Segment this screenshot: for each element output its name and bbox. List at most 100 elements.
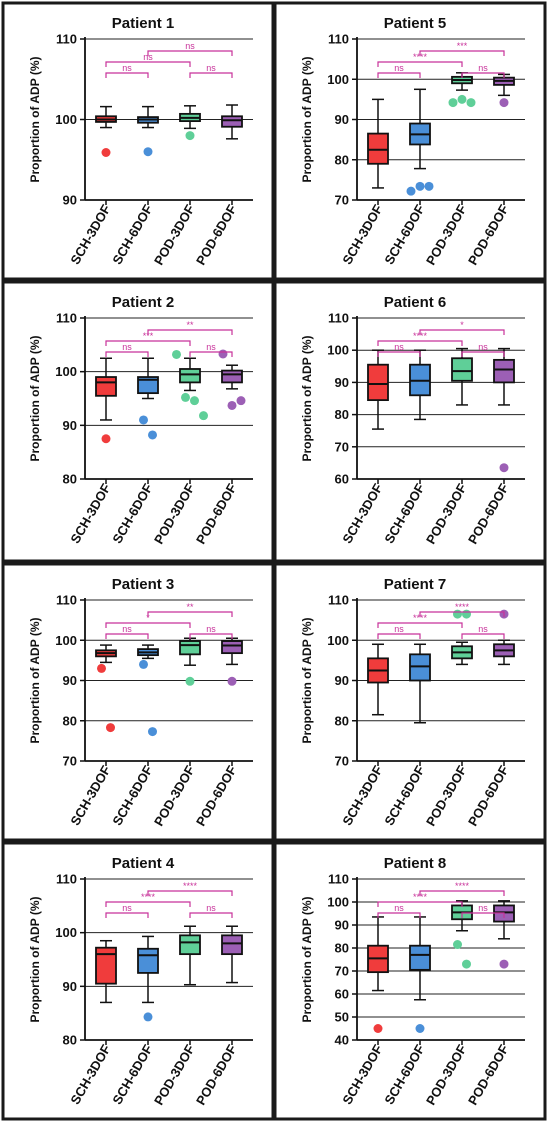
bracket-line bbox=[377, 340, 463, 346]
box-body bbox=[221, 934, 243, 956]
box-body bbox=[179, 640, 201, 656]
box-sch-6dof bbox=[409, 349, 431, 421]
bracket-line bbox=[377, 61, 463, 67]
box-body bbox=[95, 376, 117, 397]
bracket-line bbox=[147, 50, 233, 56]
significance-bracket: *** bbox=[419, 41, 505, 56]
significance-label: ns bbox=[394, 903, 404, 913]
box-sch-6dof bbox=[137, 105, 159, 157]
significance-label: *** bbox=[143, 331, 154, 341]
y-tick-label: 100 bbox=[55, 364, 77, 379]
panel: Patient 3 Proportion of ADP (%) 70 80 90 100 1… bbox=[1, 562, 275, 842]
significance-bracket: ns bbox=[105, 624, 149, 639]
significance-bracket: ns bbox=[105, 52, 191, 67]
bracket-line bbox=[147, 611, 233, 617]
y-tick-label: 110 bbox=[328, 872, 349, 887]
box-sch-6dof bbox=[409, 643, 431, 724]
significance-bracket: ns bbox=[189, 342, 233, 357]
box-sch-3dof bbox=[367, 98, 389, 189]
outlier-point bbox=[139, 415, 148, 425]
box-sch-3dof bbox=[95, 105, 117, 158]
significance-bracket: ns bbox=[377, 342, 421, 357]
significance-label: ns bbox=[206, 903, 216, 913]
significance-bracket: ** bbox=[147, 320, 233, 335]
panel-border bbox=[273, 562, 547, 842]
box-body bbox=[95, 946, 117, 985]
significance-bracket: ns bbox=[461, 903, 505, 918]
y-tick-label: 60 bbox=[335, 472, 349, 487]
y-tick-label: 40 bbox=[335, 1033, 349, 1048]
bracket-line bbox=[189, 72, 233, 78]
y-axis-label: Proportion of ADP (%) bbox=[300, 618, 314, 744]
bracket-line bbox=[105, 61, 191, 67]
significance-bracket: **** bbox=[377, 52, 463, 67]
outlier-point bbox=[101, 434, 111, 444]
significance-label: ns bbox=[478, 342, 488, 352]
significance-label: **** bbox=[455, 602, 470, 612]
significance-bracket: **** bbox=[377, 613, 463, 628]
box-sch-6dof bbox=[137, 935, 159, 1022]
box-sch-6dof bbox=[137, 357, 159, 440]
significance-label: ns bbox=[478, 903, 488, 913]
significance-label: ns bbox=[206, 624, 216, 634]
y-tick-label: 110 bbox=[56, 32, 77, 47]
box-body bbox=[179, 368, 201, 384]
box-sch-3dof bbox=[367, 349, 389, 430]
significance-label: ns bbox=[185, 41, 195, 51]
y-tick-label: 100 bbox=[55, 925, 77, 940]
y-tick-label: 100 bbox=[327, 895, 349, 910]
y-tick-label: 80 bbox=[63, 713, 77, 728]
bracket-line bbox=[377, 633, 421, 639]
outlier-point bbox=[499, 463, 509, 473]
y-tick-label: 80 bbox=[335, 713, 349, 728]
outlier-point bbox=[143, 1012, 153, 1022]
panel: Patient 2 Proportion of ADP (%) 80 90 100 110… bbox=[1, 280, 275, 563]
significance-label: * bbox=[460, 320, 464, 330]
significance-bracket: ns bbox=[105, 903, 149, 918]
significance-bracket: ** bbox=[147, 602, 233, 617]
box-sch-3dof bbox=[95, 357, 117, 444]
chart-title: Patient 4 bbox=[112, 855, 175, 872]
bracket-line bbox=[105, 912, 149, 918]
y-tick-label: 110 bbox=[56, 593, 77, 608]
bracket-line bbox=[419, 329, 505, 335]
bracket-line bbox=[419, 611, 505, 617]
panel-border bbox=[1, 280, 275, 563]
outlier-point bbox=[448, 98, 458, 108]
significance-bracket: ns bbox=[377, 624, 421, 639]
y-axis-label: Proportion of ADP (%) bbox=[28, 618, 42, 744]
outlier-point bbox=[457, 94, 467, 104]
outlier-point bbox=[227, 400, 237, 410]
outlier-point bbox=[172, 349, 181, 359]
y-tick-label: 110 bbox=[328, 593, 349, 608]
outlier-point bbox=[415, 1024, 425, 1033]
bracket-line bbox=[377, 622, 463, 628]
bracket-line bbox=[189, 351, 233, 357]
bracket-line bbox=[105, 351, 149, 357]
y-tick-label: 100 bbox=[327, 343, 349, 358]
box-pod-3dof bbox=[179, 925, 201, 986]
bracket-line bbox=[105, 622, 191, 628]
box-pod-3dof bbox=[172, 349, 208, 421]
y-tick-label: 90 bbox=[335, 673, 349, 688]
panel: Patient 4 Proportion of ADP (%) 80 90 100 110… bbox=[1, 841, 275, 1121]
bracket-line bbox=[377, 72, 421, 78]
bracket-line bbox=[189, 633, 233, 639]
significance-label: ns bbox=[394, 342, 404, 352]
y-tick-label: 60 bbox=[335, 987, 349, 1002]
box-sch-3dof bbox=[95, 939, 117, 1004]
box-sch-3dof bbox=[367, 916, 389, 1033]
significance-bracket: ns bbox=[147, 41, 233, 56]
box-body bbox=[221, 640, 243, 655]
bracket-line bbox=[377, 901, 463, 907]
box-pod-6dof bbox=[221, 925, 243, 984]
y-tick-label: 110 bbox=[56, 872, 77, 887]
outlier-point bbox=[106, 723, 115, 733]
box-sch-6dof bbox=[409, 916, 431, 1033]
significance-label: ns bbox=[206, 63, 216, 73]
y-tick-label: 90 bbox=[63, 979, 77, 994]
chart-title: Patient 7 bbox=[384, 576, 447, 593]
outlier-point bbox=[97, 663, 106, 673]
significance-bracket: ns bbox=[189, 903, 233, 918]
outlier-point bbox=[227, 676, 237, 686]
